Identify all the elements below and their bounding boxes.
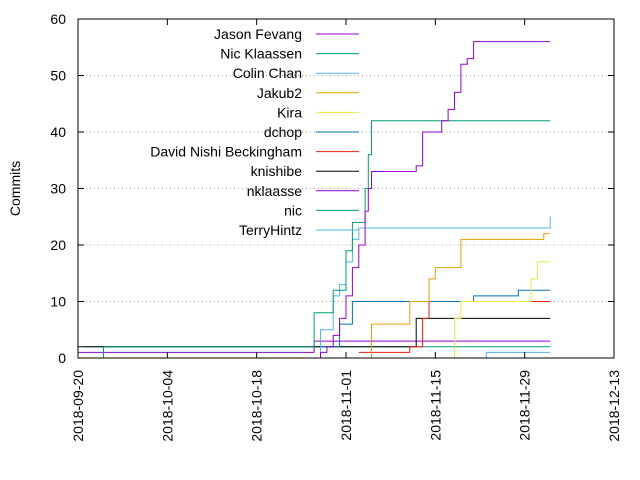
series-line-kira (448, 261, 551, 359)
legend-label: Jakub2 (257, 85, 302, 101)
legend-label: nic (284, 202, 302, 218)
y-tick-label: 0 (58, 350, 66, 366)
series-line-nic-klaassen (78, 120, 551, 359)
series-line-david-nishi-beckingham (358, 301, 551, 353)
y-tick-label: 60 (50, 11, 66, 27)
x-tick-label: 2018-11-29 (517, 370, 533, 441)
legend-label: dchop (264, 124, 302, 140)
series-line-jakub2 (365, 233, 551, 359)
x-tick-label: 2018-11-15 (427, 370, 443, 441)
y-tick-label: 20 (50, 237, 66, 253)
y-tick-label: 30 (50, 181, 66, 197)
legend-label: Kira (277, 104, 302, 120)
series-line-jason-fevang (135, 41, 551, 359)
legend-label: nklaasse (247, 183, 302, 199)
y-tick-label: 50 (50, 68, 66, 84)
legend: Jason Fevang Nic Klaassen Colin Chan Jakub2… (150, 26, 359, 238)
x-tick-label: 2018-10-04 (159, 370, 175, 442)
legend-label: Colin Chan (233, 65, 302, 81)
legend-label: Jason Fevang (214, 26, 302, 42)
y-tick-label: 10 (50, 294, 66, 310)
series-layer (78, 41, 551, 359)
x-tick-label: 2018-11-01 (338, 370, 354, 441)
legend-label: TerryHintz (239, 222, 302, 238)
legend-label: knishibe (251, 163, 303, 179)
x-tick-label: 2018-10-18 (249, 370, 265, 442)
y-tick-label: 40 (50, 124, 66, 140)
x-axis: 2018-09-20 2018-10-04 2018-10-18 2018-11-01… (70, 19, 622, 442)
legend-label: David Nishi Beckingham (150, 144, 302, 160)
y-axis: 0 10 20 30 40 50 60 (50, 11, 614, 366)
x-tick-label: 2018-09-20 (70, 370, 86, 442)
legend-label: Nic Klaassen (220, 46, 302, 62)
series-line-terryhintz (480, 351, 551, 359)
x-tick-label: 2018-12-13 (606, 370, 622, 442)
y-axis-label: Commits (7, 161, 23, 216)
